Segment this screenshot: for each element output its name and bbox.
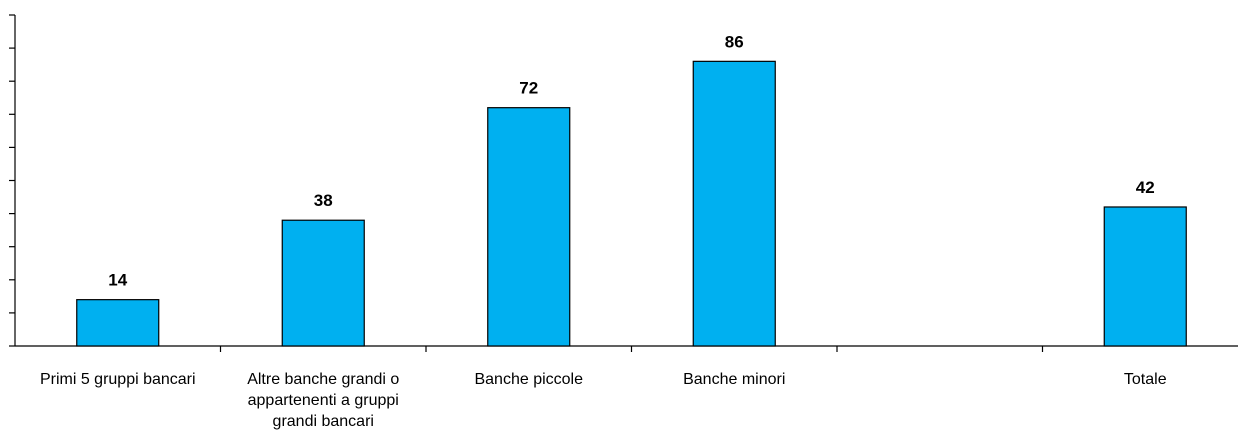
bar [1103,206,1187,347]
bar [487,107,571,347]
x-axis [15,345,1238,352]
data-label: 42 [1136,178,1155,197]
category-labels-group: Primi 5 gruppi bancari Altre banche grand… [40,371,1167,430]
category-label: Primi 5 gruppi bancari [40,371,196,388]
category-label: appartenenti a gruppi [248,392,399,409]
data-label: 72 [519,79,538,98]
bar [692,60,776,347]
bar [76,299,160,347]
data-label: 86 [725,32,744,51]
bar [281,219,365,347]
bars-group [76,60,1187,347]
y-axis [9,14,16,347]
category-label: Banche minori [683,371,785,388]
data-label: 14 [108,271,127,290]
category-label: Totale [1124,371,1167,388]
category-label: Banche piccole [474,371,583,388]
category-label: Altre banche grandi o [247,371,399,388]
category-label: grandi bancari [273,413,374,430]
data-label: 38 [314,191,333,210]
data-labels-group: 14 38 72 86 42 [108,32,1154,289]
